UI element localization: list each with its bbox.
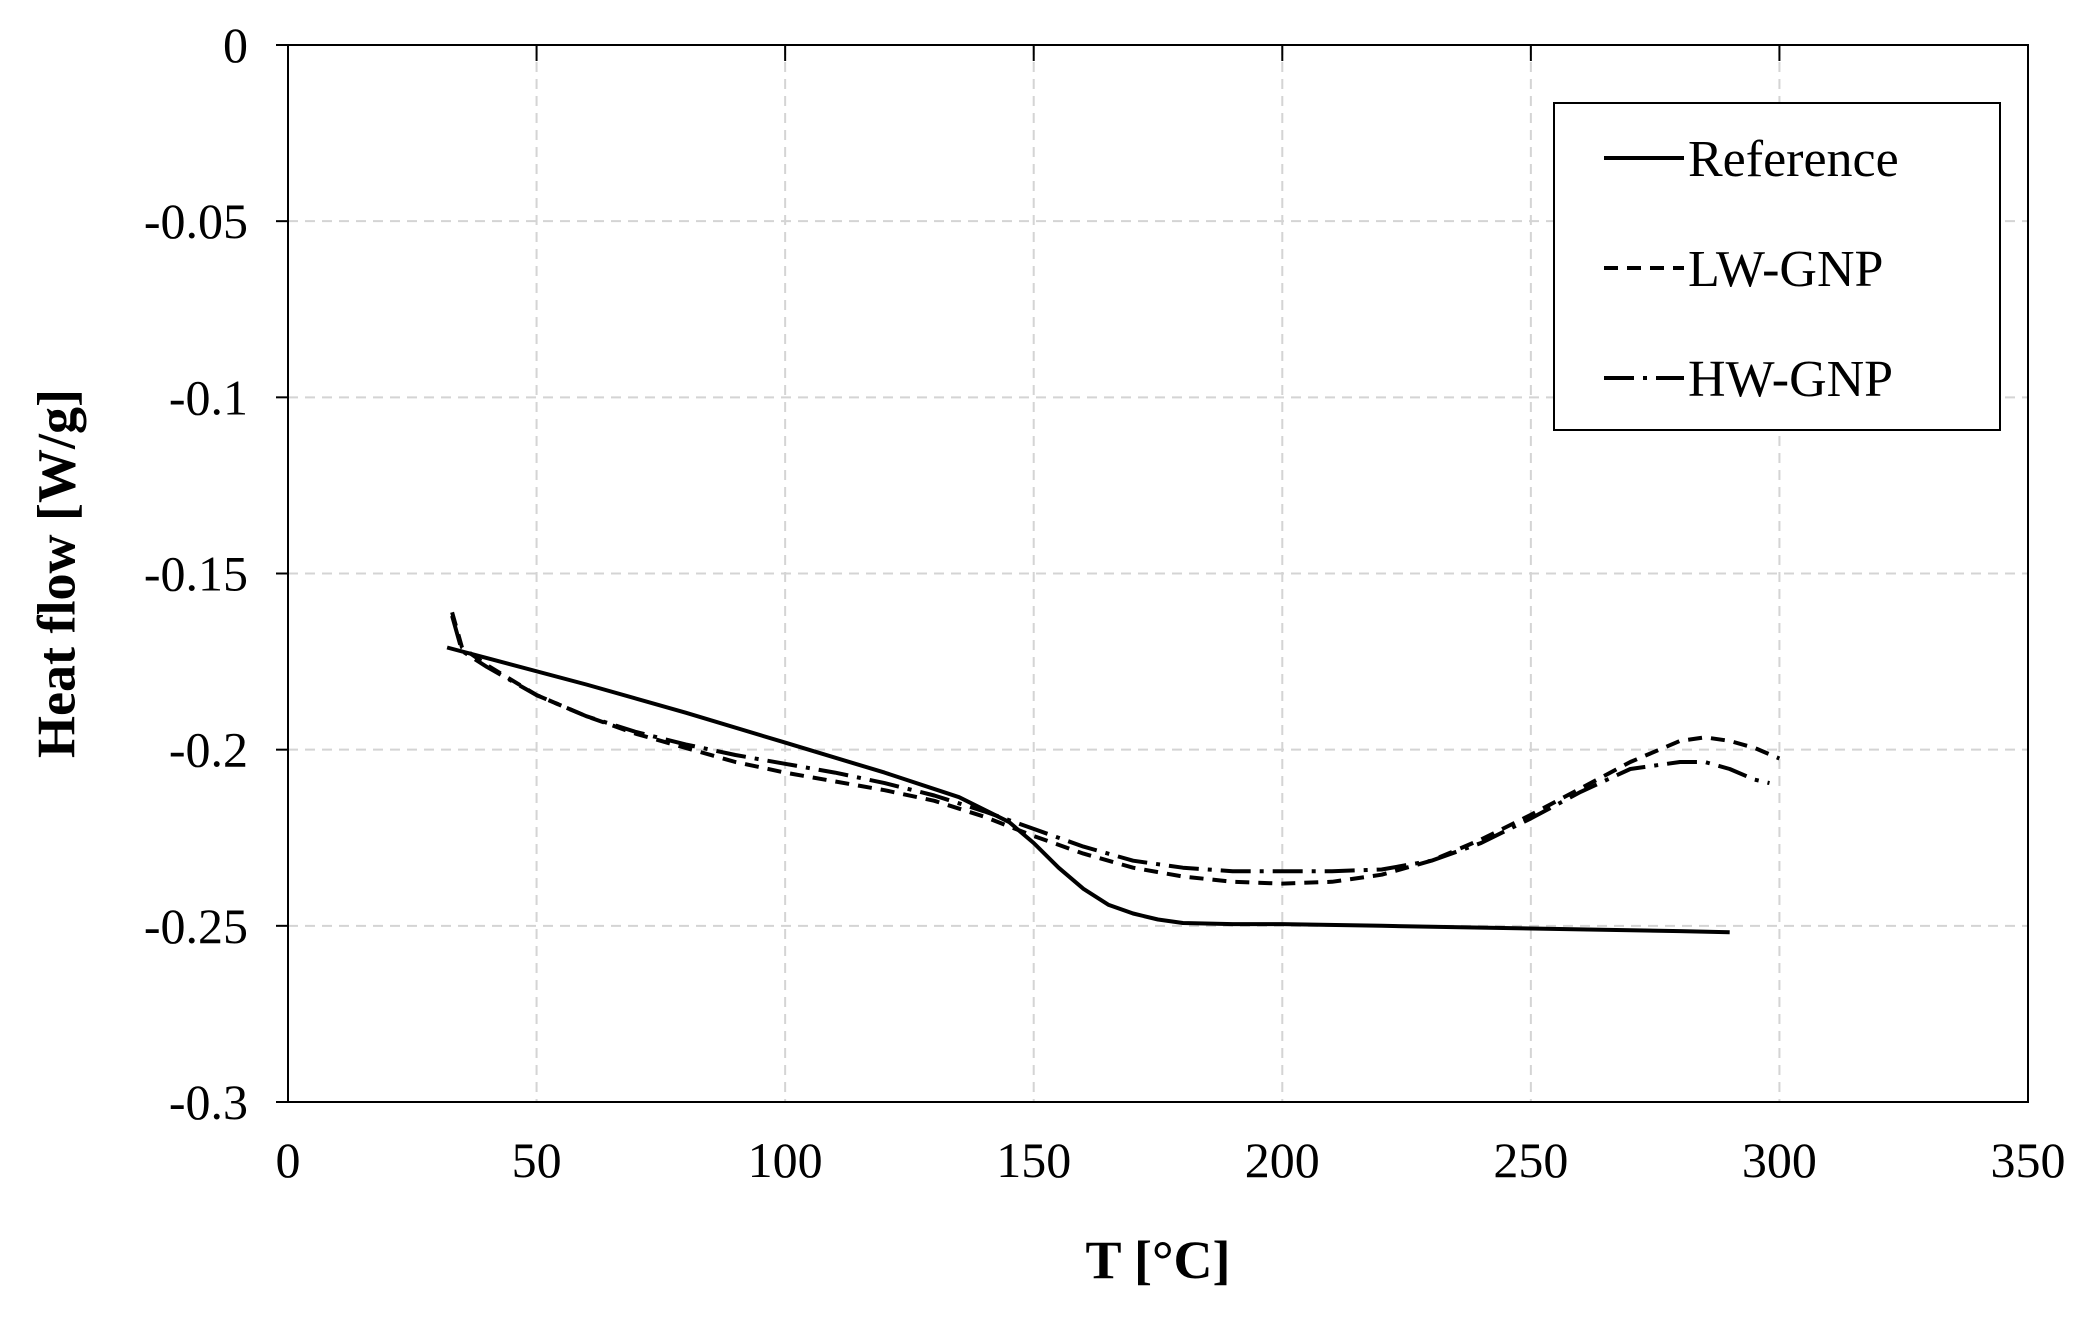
legend-label-reference: Reference (1688, 131, 1899, 188)
legend-label-hw-gnp: HW-GNP (1688, 351, 1893, 408)
x-tick-label: 0 (276, 1132, 301, 1188)
series-line-reference (446, 645, 1730, 935)
y-tick-label: 0 (223, 17, 248, 73)
x-tick-label: 50 (512, 1132, 562, 1188)
y-axis-title: Heat flow [W/g] (26, 389, 86, 758)
y-tick-label: -0.2 (169, 722, 248, 778)
y-tick-label: -0.25 (144, 898, 248, 954)
y-tick-label: -0.3 (169, 1074, 248, 1130)
legend: Reference LW-GNP HW-GNP (1553, 102, 2001, 431)
axis-ticks (276, 44, 2029, 1103)
x-tick-label: 100 (748, 1132, 823, 1188)
grid (288, 45, 2028, 1102)
y-tick-label: -0.15 (144, 546, 248, 602)
x-tick-label: 250 (1493, 1132, 1568, 1188)
series-line-hw-gnp (450, 615, 1770, 874)
x-tick-labels: 0 50 100 150 200 250 300 350 (276, 1132, 2066, 1188)
x-axis-title: T [°C] (1085, 1230, 1230, 1290)
y-tick-label: -0.05 (144, 193, 248, 249)
x-tick-label: 150 (996, 1132, 1071, 1188)
y-tick-labels: 0 -0.05 -0.1 -0.15 -0.2 -0.25 -0.3 (144, 17, 248, 1130)
x-tick-label: 350 (1991, 1132, 2066, 1188)
legend-label-lw-gnp: LW-GNP (1688, 241, 1883, 298)
series-lines (446, 611, 1781, 935)
x-tick-label: 200 (1245, 1132, 1320, 1188)
x-tick-label: 300 (1742, 1132, 1817, 1188)
y-tick-label: -0.1 (169, 369, 248, 425)
